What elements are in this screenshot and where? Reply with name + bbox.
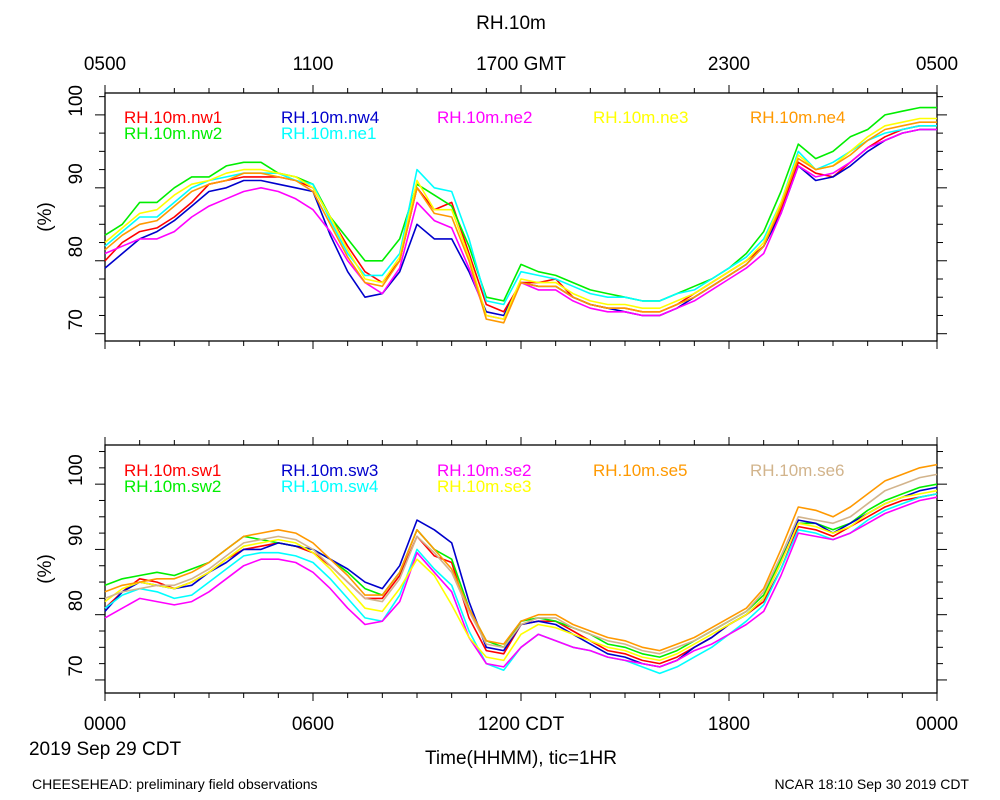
legend-entry: RH.10m.ne2 xyxy=(437,108,532,127)
date-label: 2019 Sep 29 CDT xyxy=(29,739,181,760)
y-tick-label: 90 xyxy=(66,525,87,546)
y-tick-label: 90 xyxy=(66,163,87,184)
x-tick-label: 1800 xyxy=(708,714,750,735)
top-x-tick-label: 0500 xyxy=(916,54,958,75)
series-line-RH-10m-ne1 xyxy=(104,125,937,306)
x-tick-label: 0000 xyxy=(84,714,126,735)
series-line-RH-10m-se3 xyxy=(104,489,938,662)
x-tick-label: 1200 CDT xyxy=(478,714,565,735)
footer-left: CHEESEHEAD: preliminary field observatio… xyxy=(32,776,318,792)
y-tick-label: 100 xyxy=(66,85,87,117)
y-tick-label: 100 xyxy=(66,454,87,486)
top-x-tick-label: 1100 xyxy=(293,54,334,75)
top-x-tick-label: 2300 xyxy=(708,54,750,75)
footer-right: NCAR 18:10 Sep 30 2019 CDT xyxy=(774,776,969,792)
legend-entry: RH.10m.se5 xyxy=(593,461,687,480)
series-line-RH-10m-nw2 xyxy=(104,106,937,302)
legend-entry: RH.10m.sw4 xyxy=(281,477,378,496)
series-line-RH-10m-se5 xyxy=(104,463,938,652)
series-line-RH-10m-ne4 xyxy=(104,121,937,324)
plot-frame-1 xyxy=(104,92,938,342)
legend-entry: RH.10m.nw4 xyxy=(281,108,379,127)
series-line-RH-10m-ne2 xyxy=(104,128,937,320)
legend-entry: RH.10m.ne1 xyxy=(281,124,376,143)
y-axis-label: (%) xyxy=(35,554,56,584)
legend-entry: RH.10m.sw2 xyxy=(124,477,221,496)
top-x-tick-label: 1700 GMT xyxy=(476,54,566,75)
series-line-RH-10m-se6 xyxy=(104,473,938,655)
y-axis-label: (%) xyxy=(35,202,56,232)
legend-entry: RH.10m.ne4 xyxy=(750,108,845,127)
top-x-tick-label: 0500 xyxy=(84,54,126,75)
series-line-RH-10m-se2 xyxy=(104,496,938,668)
series-line-RH-10m-nw4 xyxy=(104,128,937,317)
series-line-RH-10m-ne3 xyxy=(104,117,937,320)
x-tick-label: 0600 xyxy=(292,714,334,735)
y-tick-label: 70 xyxy=(66,309,87,330)
legend-entry: RH.10m.se2 xyxy=(437,461,531,480)
y-tick-label: 80 xyxy=(66,590,87,611)
legend-entry: RH.10m.sw1 xyxy=(124,461,221,480)
legend-entry: RH.10m.se3 xyxy=(437,477,531,496)
x-tick-label: 0000 xyxy=(916,714,958,735)
y-tick-label: 80 xyxy=(66,236,87,257)
legend-entry: RH.10m.ne3 xyxy=(593,108,688,127)
legend-entry: RH.10m.se6 xyxy=(750,461,844,480)
legend-entry: RH.10m.sw3 xyxy=(281,461,378,480)
legend-entry: RH.10m.nw2 xyxy=(124,124,222,143)
y-tick-label: 70 xyxy=(66,655,87,676)
chart-title: RH.10m xyxy=(476,13,546,34)
legend-entry: RH.10m.nw1 xyxy=(124,108,222,127)
x-axis-label: Time(HHMM), tic=1HR xyxy=(425,748,617,769)
